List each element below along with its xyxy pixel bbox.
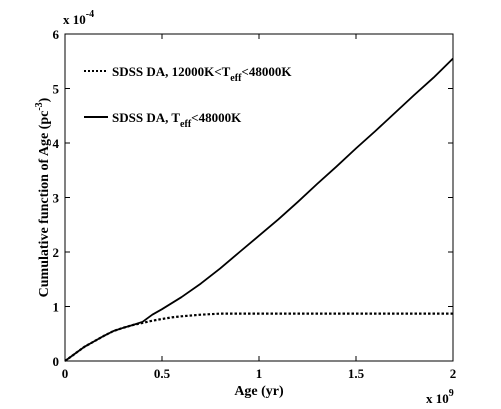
legend-label-solid: SDSS DA, Teff<48000K [112,110,242,130]
x-tick-label: 1.5 [348,366,365,381]
series-line-solid [64,57,454,362]
legend-entry-solid: SDSS DA, Teff<48000K [84,110,242,130]
y-tick-label: 5 [53,82,60,97]
y-tick-label: 0 [53,354,60,369]
x-tick-label: 1 [256,366,263,381]
y-tick-label: 3 [53,191,60,206]
axis-ticks: 0 0.5 1 1.5 2 0 1 2 3 4 5 6 [53,27,457,381]
x-axis-title: Age (yr) [234,384,284,399]
y-tick-label: 2 [53,245,60,260]
legend-entry-dotted: SDSS DA, 12000K<Teff<48000K [84,64,292,84]
y-tick-label: 4 [53,136,60,151]
y-tick-label: 1 [53,300,60,315]
x-tick-label: 0.5 [154,366,171,381]
y-axis-title: Cumulative function of Age (pc-3) [34,97,52,297]
legend: SDSS DA, 12000K<Teff<48000K SDSS DA, Tef… [84,64,292,130]
y-axis-multiplier: x 10-4 [63,9,94,27]
plot-frame [64,33,454,362]
y-tick-label: 6 [53,27,60,42]
x-tick-label: 0 [62,366,69,381]
x-tick-label: 2 [450,366,457,381]
series-lines [64,57,454,362]
plot-area: 0 0.5 1 1.5 2 0 1 2 3 4 5 6 [53,27,457,381]
series-line-dotted [64,312,453,362]
legend-label-dotted: SDSS DA, 12000K<Teff<48000K [112,64,292,84]
x-axis-multiplier: x 109 [426,388,454,406]
